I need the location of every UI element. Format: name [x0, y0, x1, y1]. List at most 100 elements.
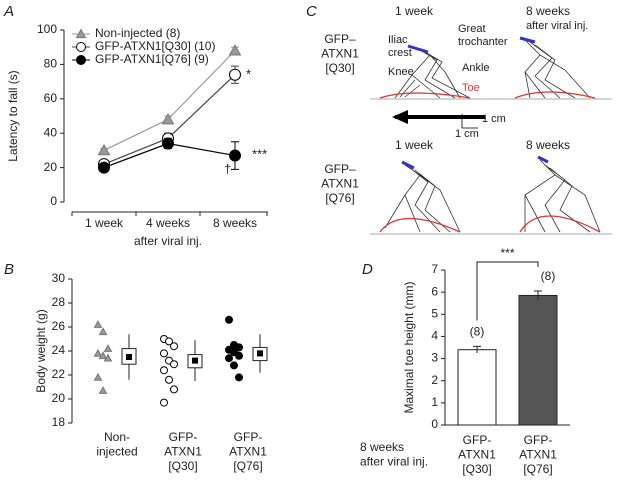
y-axis-label: Maximal toe height (mm) [402, 281, 416, 413]
marker [98, 351, 108, 360]
y-tick-label: 6 [431, 284, 438, 298]
mean [126, 354, 132, 360]
marker [97, 143, 111, 156]
x-axis-label: after viral inj. [134, 234, 202, 248]
y-tick-label: 22 [52, 367, 66, 381]
y-tick-label: 1 [431, 395, 438, 409]
marker [170, 360, 178, 369]
panel-label: B [4, 261, 14, 278]
y-tick-label: 3 [431, 351, 438, 365]
y-tick-label: 24 [52, 343, 66, 357]
annotation: *** [252, 146, 267, 161]
y-tick-label: 26 [52, 319, 66, 333]
c-label: Toe [462, 82, 480, 94]
marker [93, 348, 103, 357]
marker [170, 342, 178, 351]
marker [228, 44, 242, 56]
n-label: (8) [541, 269, 556, 283]
y-tick-label: 60 [44, 91, 58, 105]
marker [170, 385, 178, 394]
legend-label: GFP-ATXN1[Q30] (10) [95, 39, 215, 53]
panel-label: C [306, 3, 317, 20]
legend-label: GFP-ATXN1[Q76] (9) [95, 52, 209, 66]
annotation: * [246, 66, 251, 81]
c-label: Great trochanter [458, 23, 508, 48]
annotation: † [224, 161, 231, 176]
c-label: after viral inj. [526, 20, 588, 32]
marker [162, 137, 174, 150]
x-tick-label: 8 weeks [213, 216, 257, 230]
c-label: Knee [388, 66, 414, 78]
c-label: GFP– ATXN1 [Q30] [321, 32, 359, 75]
c-label: 8 weeks [526, 4, 570, 18]
marker [229, 68, 241, 81]
marker [103, 353, 113, 362]
marker [225, 354, 233, 363]
y-axis-label: Body weight (g) [34, 309, 48, 392]
marker [225, 315, 233, 324]
mean [257, 350, 263, 357]
c-label: 1 cm [455, 128, 479, 140]
marker [160, 366, 168, 375]
y-axis-label: Latency to fall (s) [6, 70, 20, 161]
y-tick-label: 2 [431, 373, 438, 387]
marker [165, 337, 173, 346]
significance: *** [500, 246, 514, 260]
marker [75, 28, 87, 39]
marker [98, 327, 108, 336]
c-label: 8 weeks [526, 138, 570, 152]
marker [98, 386, 108, 394]
error-bar [473, 345, 481, 354]
marker [98, 161, 110, 174]
marker [230, 361, 238, 370]
marker [235, 351, 243, 360]
x-tick-label: GFP-ATXN1 [Q76] [519, 433, 557, 476]
marker [161, 112, 175, 125]
marker [93, 372, 103, 381]
y-tick-label: 100 [37, 22, 57, 36]
x-tick-label: GFP-ATXN1 [Q30] [164, 430, 202, 473]
marker [93, 320, 103, 328]
y-tick-label: 40 [44, 125, 58, 139]
panel-label: A [3, 3, 14, 20]
y-tick-label: 20 [52, 391, 66, 405]
y-tick-label: 7 [431, 262, 438, 276]
marker [229, 149, 241, 162]
y-tick-label: 28 [52, 295, 66, 309]
bar [457, 349, 497, 426]
y-tick-label: 30 [52, 271, 66, 285]
y-tick-label: 0 [50, 194, 57, 208]
x-tick-label: 1 week [85, 216, 124, 230]
y-tick-label: 20 [44, 160, 58, 174]
x-tick-label: 4 weeks [146, 216, 190, 230]
n-label: (8) [470, 325, 485, 339]
x-tick-label: GFP-ATXN1 [Q30] [458, 433, 496, 476]
y-tick-label: 4 [431, 329, 438, 343]
y-tick-label: 80 [44, 57, 58, 71]
legend-label: Non-injected (8) [95, 26, 180, 40]
bar [518, 294, 558, 426]
marker [235, 373, 243, 382]
marker [103, 344, 113, 352]
y-tick-label: 5 [431, 306, 438, 320]
c-label: Iliac crest [388, 34, 412, 59]
marker [235, 343, 243, 352]
y-tick-label: 18 [52, 415, 66, 429]
x-note: 8 weeks after viral inj. [360, 440, 428, 468]
c-label: GFP– ATXN1 [Q76] [321, 162, 359, 205]
error-bar [534, 290, 542, 300]
y-tick-label: 0 [431, 417, 438, 431]
c-label: Ankle [462, 62, 490, 74]
mean [192, 357, 198, 364]
marker [76, 42, 86, 52]
x-tick-label: Non-injected [96, 430, 137, 458]
marker [76, 55, 86, 65]
panel-label: D [362, 261, 373, 278]
c-label: 1 week [395, 4, 434, 18]
c-label: 1 cm [482, 113, 506, 125]
significance-bracket [476, 261, 539, 321]
marker [160, 349, 168, 358]
x-tick-label: GFP-ATXN1 [Q76] [229, 430, 267, 473]
marker [165, 375, 173, 384]
